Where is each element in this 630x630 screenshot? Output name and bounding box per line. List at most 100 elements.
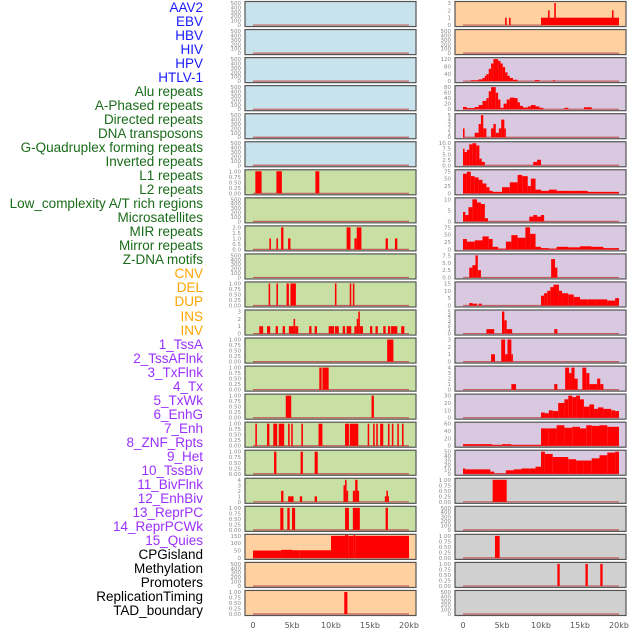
data-bar <box>564 107 569 110</box>
track-label: Low_complexity A/T rich regions <box>9 196 203 212</box>
data-bar <box>480 204 485 222</box>
y-tick-label: 0.00 <box>229 191 242 197</box>
y-tick-label: 0 <box>448 528 452 534</box>
y-tick-label: 0.75 <box>439 567 452 573</box>
y-tick-label: 40 <box>444 72 451 78</box>
y-tick-label: 100 <box>231 75 242 81</box>
y-tick-label: 0 <box>448 416 452 422</box>
y-tick-label: 400 <box>231 90 242 96</box>
data-bar <box>511 235 518 250</box>
data-bar <box>463 239 467 250</box>
y-tick-label: 0.0 <box>442 163 451 169</box>
y-tick-label: 3 <box>448 338 452 344</box>
y-tick-label: 400 <box>231 258 242 264</box>
data-bar <box>521 468 530 474</box>
data-bar <box>474 240 483 250</box>
track-label: Methylation <box>133 560 203 576</box>
data-bar <box>607 426 619 446</box>
y-tick-label: 0.75 <box>229 427 242 433</box>
data-bar <box>492 191 502 194</box>
y-tick-label: 100 <box>231 580 242 586</box>
y-tick-label: 0.50 <box>439 573 452 579</box>
y-tick-label: 25 <box>444 184 451 190</box>
data-bar <box>505 17 507 26</box>
data-bar <box>314 326 317 334</box>
data-bar <box>498 128 502 138</box>
y-tick-label: 400 <box>231 5 242 11</box>
y-tick-label: 0.25 <box>439 494 452 500</box>
data-bar <box>288 238 291 250</box>
data-bar <box>480 115 484 138</box>
data-bar <box>544 413 549 418</box>
data-bar <box>470 80 479 82</box>
data-bar <box>345 423 349 446</box>
data-bar <box>498 60 501 82</box>
panel-background <box>244 197 417 224</box>
x-tick-label: 5kb <box>285 621 300 630</box>
data-bar <box>525 227 531 250</box>
data-bar <box>290 283 296 306</box>
data-bar <box>586 425 592 446</box>
data-bar <box>495 92 499 110</box>
y-tick-label: 500 <box>441 590 452 596</box>
data-bar <box>391 326 395 334</box>
y-tick-label: 4 <box>448 314 452 320</box>
data-bar <box>463 173 467 194</box>
data-bar <box>463 468 466 474</box>
data-bar <box>558 402 565 418</box>
data-bar <box>478 105 483 110</box>
y-tick-label: 100 <box>441 523 452 529</box>
data-bar <box>385 238 388 250</box>
data-bar <box>548 248 557 250</box>
y-tick-label: 30 <box>444 459 451 465</box>
data-bar <box>328 326 331 334</box>
data-bar <box>548 428 557 446</box>
data-bar <box>482 100 487 110</box>
data-bar <box>466 241 475 250</box>
data-bar <box>501 339 506 362</box>
data-bar <box>342 326 346 334</box>
y-tick-label: 120 <box>441 57 452 63</box>
data-bar <box>494 535 500 558</box>
data-bar <box>615 298 619 306</box>
data-bar <box>583 460 592 474</box>
y-tick-label: 0 <box>238 135 242 141</box>
data-bar <box>594 408 598 418</box>
y-tick-label: 25 <box>444 240 451 246</box>
data-bar <box>513 469 522 474</box>
y-tick-label: 20 <box>444 463 451 469</box>
data-bar <box>281 227 284 250</box>
data-bar <box>387 496 389 502</box>
panel-background <box>244 28 417 56</box>
panel-background <box>244 281 417 308</box>
y-tick-label: 1 <box>238 494 242 500</box>
y-tick-label: 4 <box>238 478 242 484</box>
track-label: 11_BivFlnk <box>137 476 203 492</box>
y-tick-label: 4 <box>448 366 452 372</box>
x-tick-label: 10kb <box>531 621 551 630</box>
data-bar <box>603 408 612 418</box>
data-bar <box>356 227 362 250</box>
y-tick-label: 0.25 <box>229 438 242 444</box>
data-bar <box>498 248 506 250</box>
data-bar <box>541 190 549 194</box>
y-tick-label: 0.50 <box>229 461 242 467</box>
y-tick-label: 0.50 <box>229 601 242 607</box>
y-tick-label: 100 <box>441 47 452 53</box>
data-bar <box>565 367 570 390</box>
y-tick-label: 0.50 <box>439 489 452 495</box>
data-bar <box>401 423 404 446</box>
data-bar <box>580 428 587 446</box>
track-label: MIR repeats <box>129 224 203 240</box>
track-label: 12_EnhBiv <box>137 490 203 506</box>
data-bar <box>370 326 373 334</box>
data-bar <box>472 303 478 306</box>
y-tick-label: 1.00 <box>229 169 242 175</box>
y-tick-label: 500 <box>231 141 242 147</box>
data-bar <box>469 144 473 166</box>
data-bar <box>380 423 384 446</box>
panel-background <box>454 253 627 280</box>
data-bar <box>391 423 394 446</box>
data-bar <box>599 455 608 474</box>
y-tick-label: 100 <box>441 608 452 614</box>
